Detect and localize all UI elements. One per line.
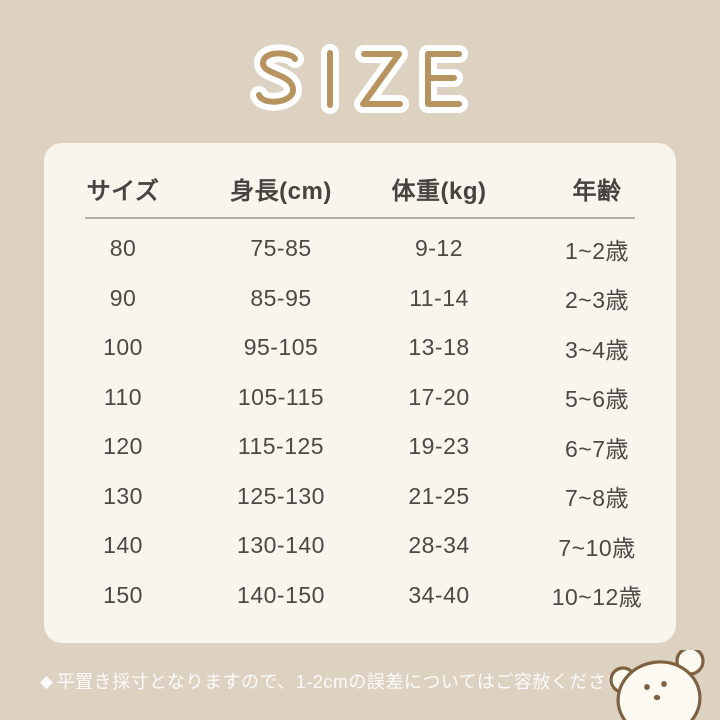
table-cell: 95-105 — [243, 334, 319, 361]
bear-nose — [653, 694, 661, 701]
table-cell: 7~10歳 — [558, 534, 636, 561]
table-cell: 9-12 — [414, 235, 464, 262]
table-cell: 115-125 — [237, 433, 325, 460]
table-row: 80 75-85 9-12 1~2歳 — [44, 224, 676, 274]
table-cell: 90 — [109, 284, 137, 311]
table-cell: 140-150 — [237, 581, 325, 608]
table-row: 120 115-125 19-23 6~7歳 — [44, 422, 676, 472]
table-cell: 28-34 — [408, 532, 470, 559]
measurement-note: ◆ 平置き採寸となりますので、1-2cmの誤差についてはご容赦ください。 — [40, 669, 643, 695]
table-cell: 21-25 — [408, 482, 470, 509]
table-cell: 7~8歳 — [564, 485, 629, 512]
bear-eye-left — [644, 684, 650, 690]
header-size: サイズ — [86, 177, 160, 205]
header-weight: 体重(kg) — [391, 177, 487, 205]
table-cell: 85-95 — [250, 284, 312, 311]
table-cell: 13-18 — [408, 334, 470, 361]
table-cell: 2~3歳 — [564, 287, 629, 314]
table-cell: 3~4歳 — [564, 336, 629, 363]
table-cell: 75-85 — [250, 235, 312, 262]
table-row: 90 85-95 11-14 2~3歳 — [44, 274, 676, 324]
bear-face-icon — [609, 650, 705, 720]
measurement-note-text: 平置き採寸となりますので、1-2cmの誤差についてはご容赦ください。 — [56, 672, 644, 692]
table-cell: 34-40 — [408, 581, 470, 608]
table-row: 150 140-150 34-40 10~12歳 — [44, 571, 676, 621]
table-row: 140 130-140 28-34 7~10歳 — [44, 521, 676, 571]
table-cell: 11-14 — [409, 284, 469, 311]
table-row: 110 105-115 17-20 5~6歳 — [44, 373, 676, 423]
table-cell: 17-20 — [408, 383, 470, 410]
table-cell: 130-140 — [237, 532, 325, 559]
bear-eye-right — [661, 681, 667, 687]
header-divider — [85, 217, 635, 219]
table-cell: 140 — [103, 532, 143, 559]
table-row: 130 125-130 21-25 7~8歳 — [44, 472, 676, 522]
table-cell: 6~7歳 — [564, 435, 629, 462]
header-age: 年齢 — [572, 177, 622, 205]
size-table-card: サイズ 身長(cm) 体重(kg) 年齢 80 75-85 9-12 1~2歳 90 85… — [44, 143, 676, 643]
table-row: 100 95-105 13-18 3~4歳 — [44, 323, 676, 373]
table-cell: 105-115 — [237, 383, 325, 410]
table-cell: 110 — [103, 383, 143, 410]
table-cell: 1~2歳 — [564, 237, 629, 264]
table-cell: 100 — [103, 334, 143, 361]
table-cell: 125-130 — [237, 482, 325, 509]
table-cell: 80 — [109, 235, 137, 262]
size-table-body: 80 75-85 9-12 1~2歳 90 85-95 11-14 2~3歳 100 95-105… — [44, 219, 676, 620]
letter-z — [360, 51, 403, 107]
table-cell: 10~12歳 — [551, 584, 643, 611]
letter-e — [425, 51, 462, 107]
table-cell: 150 — [103, 581, 143, 608]
letter-s — [256, 50, 298, 105]
table-header-row: サイズ 身長(cm) 体重(kg) 年齢 — [44, 143, 676, 217]
table-cell: 19-23 — [408, 433, 470, 460]
header-height: 身長(cm) — [230, 177, 332, 205]
table-cell: 130 — [103, 482, 143, 509]
size-wordmark — [250, 44, 468, 114]
table-cell: 5~6歳 — [564, 386, 629, 413]
diamond-bullet-icon: ◆ — [40, 672, 54, 691]
table-cell: 120 — [103, 433, 143, 460]
